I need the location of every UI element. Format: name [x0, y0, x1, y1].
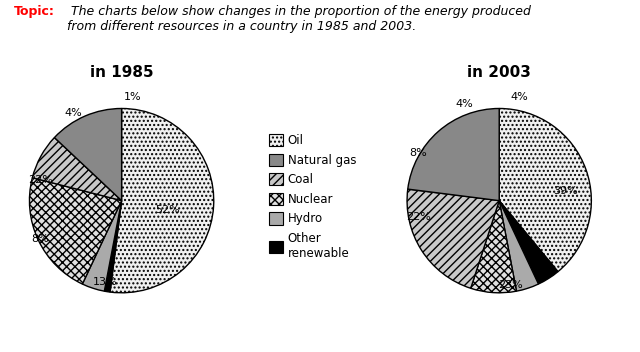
- Wedge shape: [110, 108, 214, 293]
- Wedge shape: [471, 201, 516, 293]
- Text: 8%: 8%: [409, 148, 427, 158]
- Text: 4%: 4%: [511, 93, 529, 102]
- Text: Topic:: Topic:: [14, 5, 55, 18]
- Wedge shape: [499, 201, 558, 284]
- Text: 39%: 39%: [553, 187, 578, 196]
- Wedge shape: [54, 108, 122, 201]
- Text: 52%: 52%: [156, 205, 180, 215]
- Wedge shape: [33, 138, 122, 201]
- Wedge shape: [104, 201, 122, 292]
- Title: in 1985: in 1985: [90, 65, 154, 80]
- Wedge shape: [499, 201, 538, 291]
- Text: 22%: 22%: [28, 175, 53, 186]
- Wedge shape: [29, 178, 122, 284]
- Text: 23%: 23%: [498, 281, 523, 290]
- Wedge shape: [407, 189, 499, 288]
- Wedge shape: [408, 108, 499, 201]
- Text: The charts below show changes in the proportion of the energy produced
from diff: The charts below show changes in the pro…: [67, 5, 531, 33]
- Text: 22%: 22%: [406, 212, 431, 222]
- Text: 13%: 13%: [93, 277, 117, 287]
- Wedge shape: [83, 201, 122, 291]
- Text: 1%: 1%: [124, 93, 141, 102]
- Text: 4%: 4%: [455, 99, 473, 109]
- Title: in 2003: in 2003: [467, 65, 531, 80]
- Text: 4%: 4%: [65, 108, 83, 118]
- Wedge shape: [499, 108, 591, 272]
- Legend: Oil, Natural gas, Coal, Nuclear, Hydro, Other
renewable: Oil, Natural gas, Coal, Nuclear, Hydro, …: [264, 130, 361, 265]
- Text: 8%: 8%: [31, 234, 49, 244]
